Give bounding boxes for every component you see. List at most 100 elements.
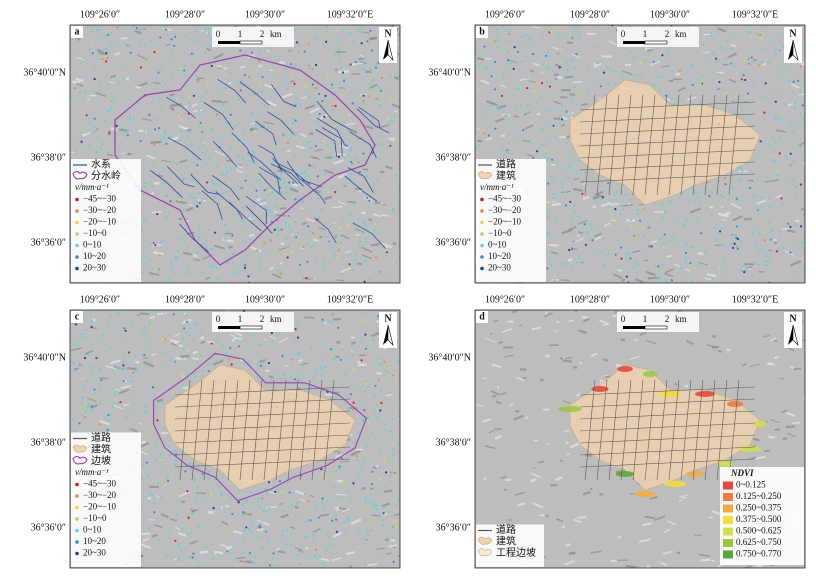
ps-point <box>182 337 185 340</box>
ps-point <box>306 260 309 263</box>
ps-point <box>219 492 223 495</box>
ps-point <box>796 145 799 148</box>
ps-point <box>310 146 313 149</box>
class-label: −45~−30 <box>83 194 117 204</box>
ps-point <box>127 354 130 358</box>
terrain <box>572 187 583 192</box>
ps-point <box>380 142 383 145</box>
ps-point <box>556 128 560 131</box>
terrain <box>494 117 505 123</box>
ps-point <box>614 208 617 211</box>
class-label: 0.250~0.375 <box>736 503 782 513</box>
ps-point <box>126 132 129 135</box>
watershed <box>114 54 376 266</box>
ps-point <box>381 511 384 515</box>
legend-label: 道路 <box>496 157 516 170</box>
ps-point <box>505 151 508 154</box>
ps-point <box>286 141 290 145</box>
ps-point <box>478 54 482 57</box>
ps-point <box>379 466 382 469</box>
ps-point <box>548 85 551 88</box>
ps-point <box>380 401 383 405</box>
ps-point <box>735 197 738 200</box>
terrain <box>361 31 371 34</box>
terrain <box>332 221 336 225</box>
ps-point <box>291 76 294 80</box>
terrain <box>621 70 633 76</box>
ps-point <box>348 254 351 257</box>
scale-label: 2 <box>665 314 670 324</box>
ps-point <box>496 46 499 50</box>
ps-point <box>343 77 346 81</box>
ps-point <box>201 369 204 372</box>
ps-point <box>116 390 119 393</box>
ps-point <box>288 181 291 184</box>
ps-point <box>362 152 365 155</box>
ps-point <box>490 75 493 78</box>
ps-point <box>152 384 155 388</box>
ps-point <box>334 53 337 56</box>
class-label: 20~30 <box>83 263 106 273</box>
ps-point <box>690 64 694 67</box>
terrain <box>663 528 671 533</box>
ps-point <box>187 246 190 249</box>
ps-point <box>653 25 656 28</box>
terrain <box>674 382 678 386</box>
ps-point <box>258 506 261 509</box>
ps-point <box>93 130 96 134</box>
terrain <box>213 53 224 60</box>
ps-point <box>374 439 378 442</box>
ps-point <box>231 512 234 516</box>
ps-point <box>97 370 100 374</box>
ps-point <box>772 39 775 42</box>
ps-point <box>174 35 177 39</box>
ps-point <box>205 91 208 94</box>
ps-point <box>175 492 178 496</box>
ps-point <box>110 368 113 371</box>
ps-point <box>560 103 563 106</box>
terrain <box>625 564 637 568</box>
ps-point <box>380 553 384 557</box>
ps-point <box>157 270 160 273</box>
ps-point <box>215 339 218 343</box>
terrain <box>370 242 380 247</box>
ps-point <box>310 246 313 249</box>
terrain <box>616 535 622 539</box>
lat-label: 36°36′0″ <box>31 237 66 248</box>
ps-point <box>339 358 342 362</box>
terrain <box>381 242 393 249</box>
ps-point <box>554 221 557 224</box>
ps-point <box>793 107 796 110</box>
ps-point <box>347 519 350 522</box>
ps-point <box>368 95 371 98</box>
ps-point <box>289 375 293 378</box>
terrain <box>580 261 584 264</box>
ps-point <box>391 25 394 28</box>
terrain <box>156 312 167 315</box>
terrain <box>689 207 702 214</box>
ps-point <box>301 549 304 552</box>
terrain <box>332 532 342 538</box>
ps-point <box>557 32 560 36</box>
ps-point <box>228 121 232 124</box>
ps-point <box>315 371 318 374</box>
ps-point <box>392 560 395 564</box>
class-label: −20~−10 <box>83 217 117 227</box>
ps-point <box>192 552 195 555</box>
north-arrow <box>383 40 388 60</box>
ps-point <box>375 508 379 511</box>
scale-label: 0 <box>216 314 221 324</box>
terrain <box>339 506 347 511</box>
ps-point <box>329 380 332 383</box>
ps-point <box>165 142 168 145</box>
ps-point <box>201 151 205 154</box>
terrain <box>152 243 162 247</box>
ps-point <box>384 486 387 489</box>
ps-point <box>353 221 357 224</box>
ps-point <box>135 366 138 370</box>
ps-point <box>150 184 153 187</box>
ps-point <box>676 219 679 222</box>
terrain <box>213 550 224 555</box>
terrain <box>173 558 177 561</box>
ps-point <box>345 144 348 147</box>
